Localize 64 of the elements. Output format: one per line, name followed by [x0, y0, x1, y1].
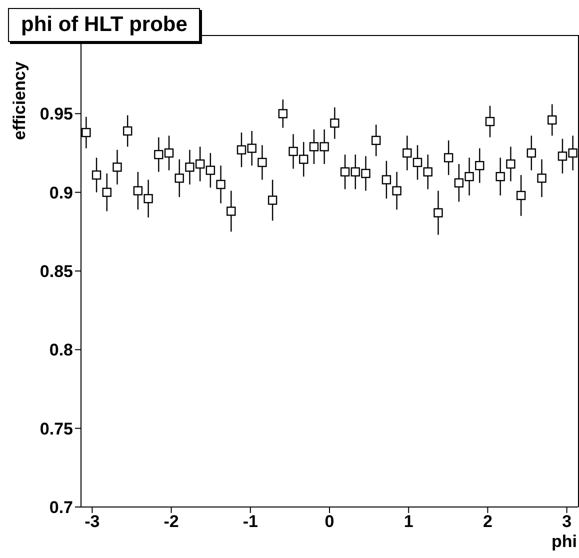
point: [309, 142, 319, 152]
x-tick-label: -1: [242, 512, 258, 532]
point: [412, 158, 422, 168]
point: [92, 170, 102, 180]
y-tick-label: 0.7: [49, 498, 73, 518]
x-tick-label: -2: [164, 512, 179, 532]
point: [268, 196, 278, 205]
point: [122, 126, 132, 136]
point: [102, 188, 112, 197]
point: [112, 162, 122, 172]
y-axis-title: efficiency: [10, 62, 30, 140]
point: [506, 159, 516, 169]
point: [444, 153, 454, 162]
point: [164, 148, 174, 158]
point: [299, 154, 308, 164]
point: [278, 109, 288, 118]
x-axis-title: phi: [552, 532, 577, 552]
x-tick-label: 3: [562, 512, 572, 532]
point: [144, 194, 153, 204]
point: [206, 166, 216, 175]
point: [247, 144, 256, 153]
y-tick-label: 0.75: [40, 419, 73, 438]
y-tick-label: 0.9: [49, 183, 73, 202]
point: [516, 190, 526, 200]
point: [371, 136, 381, 146]
point: [526, 148, 536, 158]
point: [361, 168, 370, 178]
point: [558, 152, 568, 161]
point: [464, 172, 474, 182]
point: [185, 162, 194, 172]
point: [548, 115, 557, 125]
point: [537, 174, 546, 183]
x-tick-label: 0: [324, 512, 334, 532]
point: [434, 208, 443, 218]
point: [382, 175, 392, 184]
y-tick-label: 0.95: [40, 104, 73, 124]
point: [82, 128, 91, 138]
x-tick-label: 2: [482, 512, 492, 532]
chart-title: phi of HLT probe: [8, 8, 200, 42]
point: [133, 186, 143, 196]
point: [340, 167, 350, 176]
point: [568, 148, 578, 158]
point: [392, 186, 402, 196]
y-tick-label: 0.85: [40, 262, 73, 282]
point: [423, 167, 432, 176]
x-tick-label: -3: [84, 512, 100, 532]
point: [475, 160, 484, 170]
point: [320, 142, 329, 152]
point: [330, 118, 340, 128]
x-tick-label: 1: [404, 512, 414, 532]
y-tick-label: 0.8: [49, 340, 73, 360]
point: [350, 167, 360, 176]
point: [174, 174, 184, 183]
point: [216, 180, 226, 190]
point: [454, 178, 464, 188]
point: [496, 172, 505, 182]
point: [485, 116, 495, 126]
point: [236, 145, 246, 154]
point: [195, 159, 205, 169]
point: [154, 150, 164, 160]
point: [288, 146, 298, 156]
point: [258, 158, 267, 168]
point: [402, 148, 412, 158]
point: [226, 206, 236, 216]
